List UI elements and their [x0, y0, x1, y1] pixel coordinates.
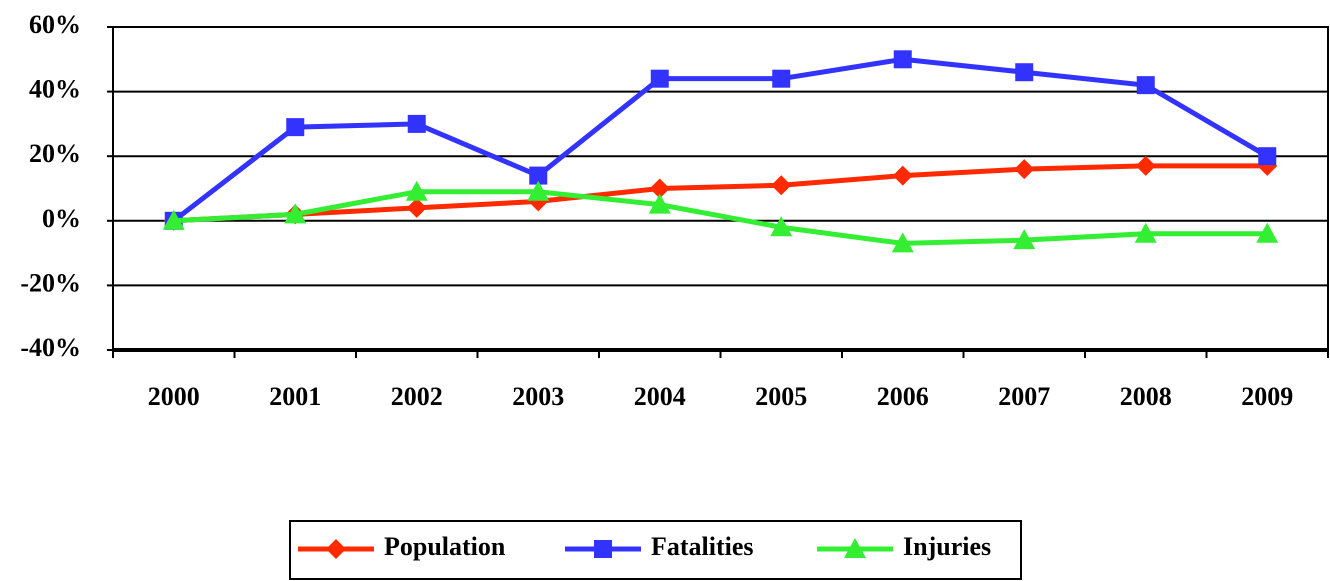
x-tick-label: 2004	[634, 382, 686, 411]
marker	[1135, 155, 1156, 176]
marker	[649, 178, 670, 199]
legend-box	[289, 520, 1022, 580]
marker	[1134, 222, 1157, 243]
marker	[844, 538, 866, 558]
marker	[326, 539, 346, 559]
series-line	[172, 56, 1269, 223]
y-tick-label: -40%	[20, 333, 81, 362]
x-tick-label: 2008	[1120, 382, 1172, 411]
x-tick-label: 2006	[877, 382, 929, 411]
marker	[650, 69, 669, 88]
marker	[286, 118, 305, 137]
marker	[1014, 159, 1035, 180]
marker	[892, 165, 913, 186]
marker	[1015, 63, 1034, 82]
marker	[1258, 147, 1277, 166]
x-tick-label: 2007	[998, 382, 1050, 411]
marker	[406, 197, 427, 218]
y-tick-label: 20%	[29, 139, 81, 168]
marker	[1136, 76, 1155, 95]
marker	[284, 203, 307, 224]
marker	[405, 180, 428, 201]
marker	[1013, 229, 1036, 250]
legend-label: Population	[384, 532, 506, 561]
series-line	[173, 189, 1268, 246]
marker	[527, 180, 550, 201]
x-tick-label: 2003	[512, 382, 564, 411]
marker	[770, 216, 793, 237]
marker	[407, 114, 426, 133]
x-tick-label: 2001	[269, 382, 321, 411]
y-tick-label: 40%	[29, 75, 81, 104]
marker	[594, 540, 612, 558]
x-tick-label: 2005	[755, 382, 807, 411]
marker	[893, 50, 912, 69]
y-tick-label: 0%	[42, 204, 81, 233]
x-tick-label: 2009	[1241, 382, 1293, 411]
series-line	[173, 163, 1268, 224]
legend-label: Injuries	[903, 532, 991, 561]
marker	[648, 193, 671, 214]
x-tick-label: 2002	[391, 382, 443, 411]
marker	[891, 232, 914, 253]
marker	[772, 69, 791, 88]
marker	[162, 209, 185, 230]
y-tick-label: 60%	[29, 10, 81, 39]
marker	[771, 175, 792, 196]
y-tick-label: -20%	[20, 268, 81, 297]
marker	[529, 166, 548, 185]
marker	[1256, 222, 1279, 243]
legend-label: Fatalities	[651, 532, 754, 561]
x-tick-label: 2000	[148, 382, 200, 411]
